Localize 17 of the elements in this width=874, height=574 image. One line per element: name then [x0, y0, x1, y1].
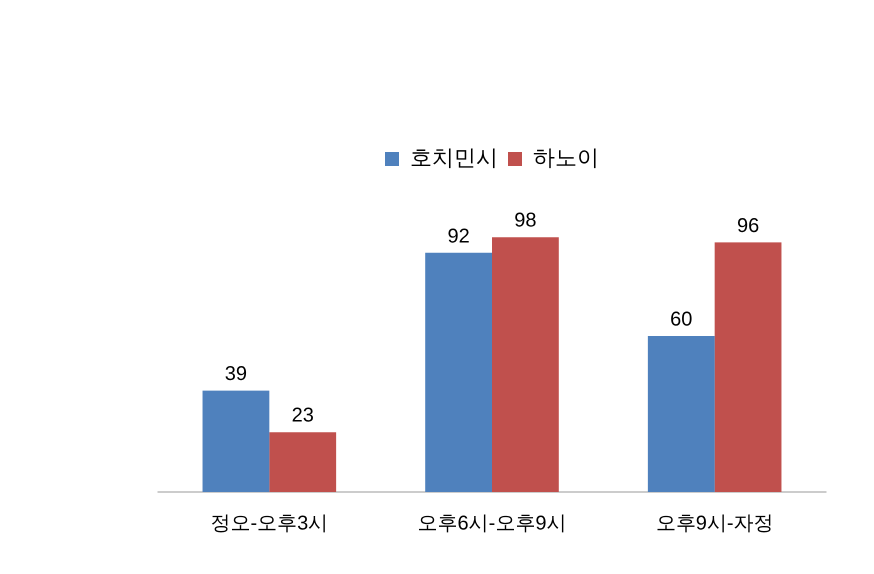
data-label: 98: [514, 210, 537, 232]
data-label: 96: [736, 214, 760, 237]
bar: [648, 336, 715, 492]
bar: [714, 242, 782, 492]
bar: [202, 390, 270, 492]
data-label: 92: [447, 225, 470, 248]
bar: [269, 432, 336, 492]
data-label: 23: [292, 404, 314, 427]
bar: [425, 252, 492, 492]
bar: [492, 237, 559, 492]
x-tick-label: 오후6시-오후9시: [418, 512, 566, 535]
x-tick-label: 정오-오후3시: [210, 512, 328, 535]
legend-label: 하노이: [533, 145, 599, 170]
data-label: 39: [224, 363, 248, 386]
legend-label: 호치민시: [410, 145, 498, 170]
x-tick-label: 오후9시-자정: [656, 512, 774, 535]
data-label: 60: [670, 308, 692, 331]
